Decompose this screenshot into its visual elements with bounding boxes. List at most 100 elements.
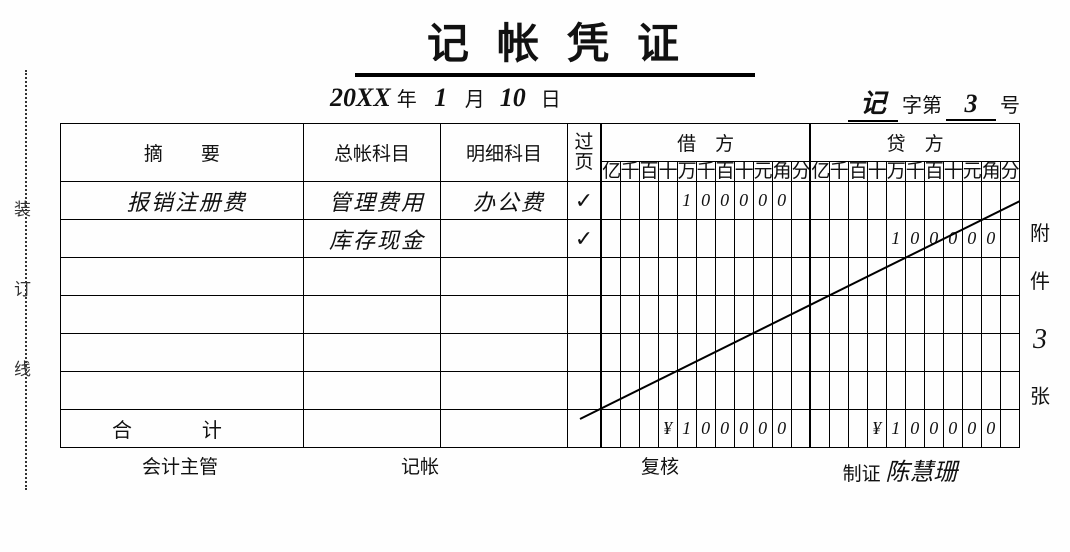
binding-char-1: 装 (14, 200, 31, 220)
cell-credit-6: 0 (924, 220, 943, 258)
cell-credit-9: 0 (981, 220, 1000, 258)
unit-debit-4: 万 (677, 162, 696, 182)
cell-credit-6 (924, 258, 943, 296)
cell-debit-6 (715, 334, 734, 372)
cell-post: ✓ (567, 182, 601, 220)
cell-debit-4: 1 (677, 182, 696, 220)
attach-label-bot: 张 (1026, 373, 1054, 421)
cell-credit-0 (810, 182, 829, 220)
cell-debit-2 (639, 296, 658, 334)
cell-debit-4 (677, 258, 696, 296)
total-d2 (639, 410, 658, 448)
th-gen: 总帐科目 (303, 124, 440, 182)
cell-desc (61, 334, 304, 372)
cell-credit-10 (1000, 182, 1019, 220)
binding-char-3: 线 (14, 360, 31, 380)
total-c1 (829, 410, 848, 448)
cell-credit-1 (829, 182, 848, 220)
cell-credit-4 (886, 372, 905, 410)
unit-debit-2: 百 (639, 162, 658, 182)
unit-credit-2: 百 (848, 162, 867, 182)
cell-debit-2 (639, 182, 658, 220)
unit-debit-0: 亿 (601, 162, 620, 182)
date-cluster: 20XX 年 1 月 10 日 (330, 83, 561, 113)
unit-credit-5: 千 (905, 162, 924, 182)
voucher-type: 记 (848, 83, 898, 122)
cell-debit-2 (639, 334, 658, 372)
cell-debit-10 (791, 182, 810, 220)
cell-credit-7 (943, 372, 962, 410)
cell-debit-7 (734, 372, 753, 410)
unit-credit-9: 角 (981, 162, 1000, 182)
footer-preparer: 制证 陈慧珊 (780, 452, 1020, 487)
cell-credit-9 (981, 296, 1000, 334)
month-label: 月 (465, 83, 485, 112)
cell-desc (61, 372, 304, 410)
date-day: 10 (491, 83, 535, 113)
unit-credit-4: 万 (886, 162, 905, 182)
preparer-label: 制证 (843, 464, 881, 485)
cell-debit-3 (658, 220, 677, 258)
footer-book: 记帐 (300, 452, 540, 487)
cell-debit-10 (791, 334, 810, 372)
cell-debit-1 (620, 182, 639, 220)
cell-desc: 报销注册费 (61, 182, 304, 220)
cell-credit-1 (829, 296, 848, 334)
th-post: 过页 (567, 124, 601, 182)
cell-credit-7 (943, 296, 962, 334)
cell-debit-9 (772, 258, 791, 296)
total-c0 (810, 410, 829, 448)
total-post (567, 410, 601, 448)
cell-debit-10 (791, 296, 810, 334)
cell-post (567, 258, 601, 296)
total-sub (441, 410, 568, 448)
cell-credit-8 (962, 372, 981, 410)
total-c10 (1000, 410, 1019, 448)
total-d8: 0 (753, 410, 772, 448)
cell-gen: 库存现金 (303, 220, 440, 258)
cell-credit-0 (810, 334, 829, 372)
table-row: 库存现金✓100000 (61, 220, 1020, 258)
cell-debit-10 (791, 220, 810, 258)
cell-debit-8 (753, 220, 772, 258)
cell-debit-0 (601, 182, 620, 220)
cell-debit-0 (601, 258, 620, 296)
cell-debit-0 (601, 296, 620, 334)
cell-credit-10 (1000, 372, 1019, 410)
cell-credit-0 (810, 258, 829, 296)
cell-credit-4 (886, 334, 905, 372)
cell-credit-2 (848, 334, 867, 372)
cell-credit-8 (962, 334, 981, 372)
cell-debit-7 (734, 258, 753, 296)
table-wrap: 摘 要 总帐科目 明细科目 过页 借 方 贷 方 亿千百十万千百十元角分亿千百十… (60, 123, 1050, 448)
cell-credit-2 (848, 296, 867, 334)
cell-debit-2 (639, 372, 658, 410)
cell-credit-9 (981, 182, 1000, 220)
total-d6: 0 (715, 410, 734, 448)
cell-debit-5 (696, 372, 715, 410)
cell-credit-1 (829, 258, 848, 296)
zi-label: 字第 (902, 89, 942, 118)
cell-credit-1 (829, 220, 848, 258)
table-head: 摘 要 总帐科目 明细科目 过页 借 方 贷 方 亿千百十万千百十元角分亿千百十… (61, 124, 1020, 182)
unit-debit-3: 十 (658, 162, 677, 182)
cell-credit-6 (924, 334, 943, 372)
cell-credit-5 (905, 372, 924, 410)
cell-debit-5 (696, 334, 715, 372)
cell-debit-1 (620, 334, 639, 372)
sequence-cluster: 记 字第 3 号 (848, 83, 1020, 122)
cell-credit-4 (886, 296, 905, 334)
cell-debit-7 (734, 220, 753, 258)
unit-credit-10: 分 (1000, 162, 1019, 182)
cell-debit-4 (677, 220, 696, 258)
year-label: 年 (397, 83, 417, 112)
cell-gen (303, 296, 440, 334)
cell-credit-2 (848, 220, 867, 258)
cell-debit-0 (601, 334, 620, 372)
total-gen (303, 410, 440, 448)
cell-credit-10 (1000, 220, 1019, 258)
total-c9: 0 (981, 410, 1000, 448)
voucher-number: 3 (946, 89, 996, 121)
cell-credit-7 (943, 334, 962, 372)
total-d0 (601, 410, 620, 448)
